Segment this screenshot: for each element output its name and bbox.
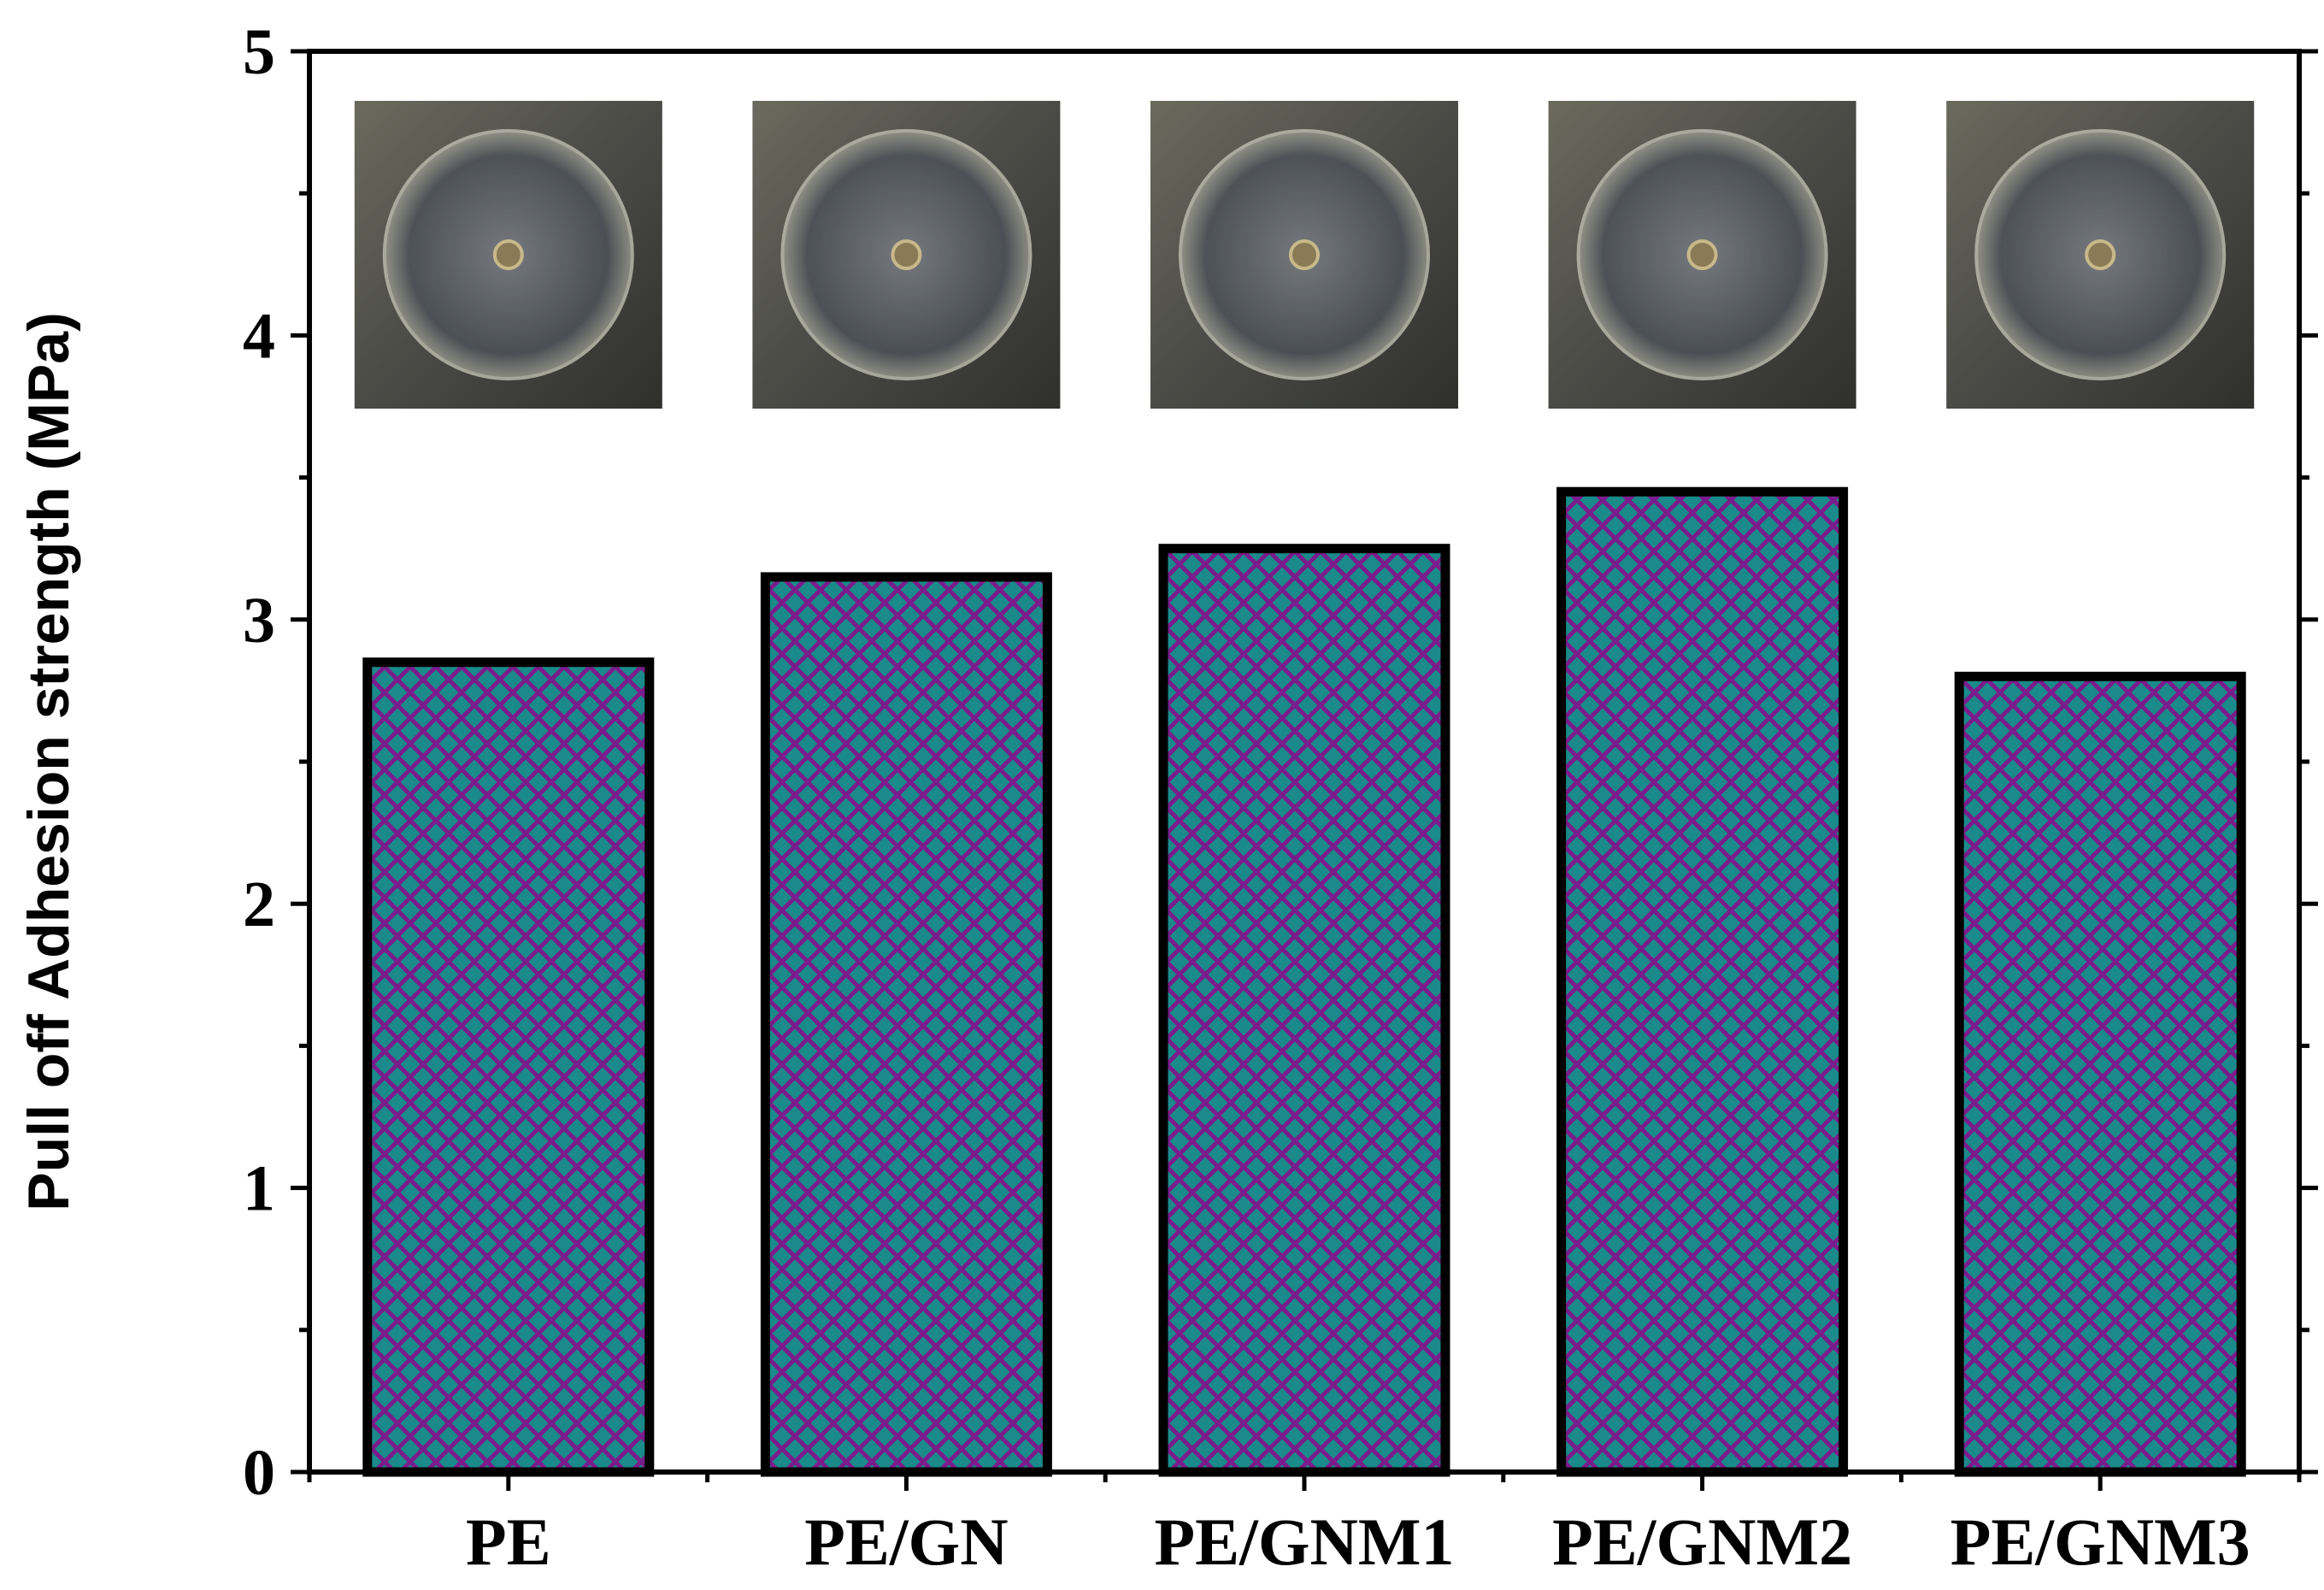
- y-tick-label: 3: [243, 585, 275, 657]
- bar-pe: [362, 657, 655, 1477]
- inset-photo: [752, 101, 1061, 409]
- inset-photo: [1150, 101, 1458, 409]
- y-axis-title: Pull off Adhesion strength (MPa): [16, 312, 81, 1210]
- x-tick-label: PE/GN: [804, 1505, 1008, 1579]
- x-tick-label: PE/GNM3: [1950, 1505, 2250, 1579]
- y-axis: 0 1 2 3 4 5: [243, 16, 2318, 1509]
- inset-photo: [354, 101, 662, 409]
- y-tick-label: 2: [243, 869, 275, 940]
- x-tick-label: PE/GNM1: [1155, 1505, 1455, 1579]
- x-axis: PE PE/GN PE/GNM1 PE/GNM2 PE/GNM3: [307, 1472, 2302, 1579]
- x-tick-label: PE/GNM2: [1552, 1505, 1852, 1579]
- y-tick-label: 5: [243, 16, 275, 88]
- x-tick-label: PE: [466, 1505, 551, 1579]
- bars: [362, 486, 2246, 1477]
- inset-photo: [1548, 101, 1856, 409]
- inset-photos: [354, 101, 2255, 409]
- y-tick-label: 0: [243, 1437, 275, 1509]
- bar-pe-gnm3: [1954, 671, 2246, 1477]
- y-tick-label: 4: [243, 300, 275, 372]
- bar-pe-gn: [760, 572, 1052, 1477]
- bar-pe-gnm2: [1556, 486, 1849, 1477]
- inset-photo: [1946, 101, 2255, 409]
- y-tick-label: 1: [243, 1153, 275, 1225]
- bar-pe-gnm1: [1158, 544, 1450, 1477]
